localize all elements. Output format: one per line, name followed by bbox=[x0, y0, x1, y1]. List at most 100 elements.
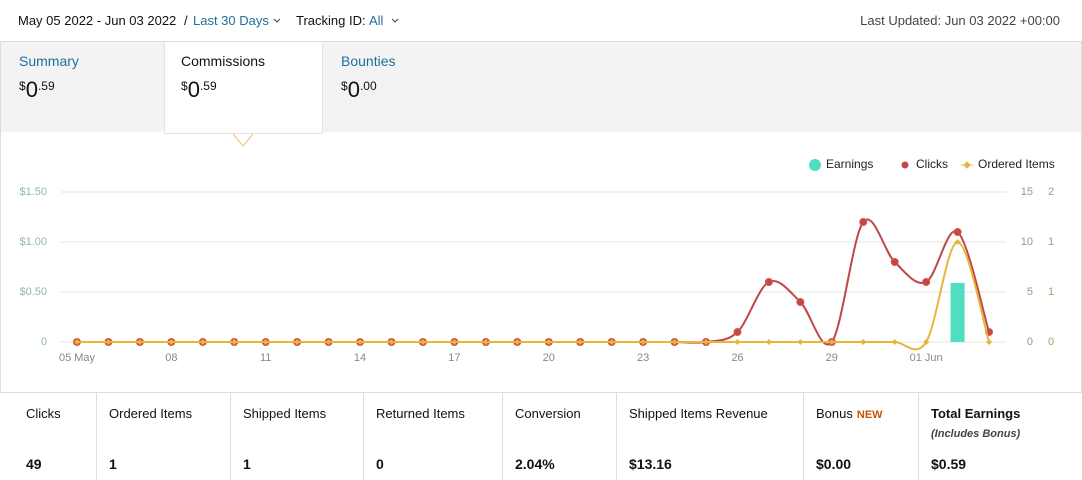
point bbox=[764, 278, 773, 286]
y3-tick-label: 0 bbox=[1048, 336, 1054, 348]
x-tick-label: 05 May bbox=[59, 352, 96, 364]
legend-swatch bbox=[961, 161, 973, 169]
point bbox=[922, 278, 931, 286]
point bbox=[828, 339, 835, 345]
x-tick-label: 23 bbox=[637, 352, 649, 364]
y-tick-label: $0.50 bbox=[19, 286, 47, 298]
y-tick-label: 0 bbox=[41, 336, 47, 348]
stat-label-row: Shipped Items Revenue bbox=[629, 406, 791, 421]
point bbox=[74, 339, 80, 345]
point bbox=[671, 339, 678, 345]
stat-value: 49 bbox=[26, 456, 42, 472]
stat-label: Ordered Items bbox=[109, 406, 193, 421]
x-tick-label: 14 bbox=[354, 352, 366, 364]
legend-label: Clicks bbox=[916, 157, 948, 171]
y3-tick-label: 1 bbox=[1048, 236, 1054, 248]
whole: 0 bbox=[25, 77, 38, 102]
cents: .59 bbox=[199, 79, 217, 93]
point bbox=[765, 339, 772, 345]
y-tick-label: $1.50 bbox=[19, 186, 47, 198]
point bbox=[796, 298, 805, 306]
y3-tick-label: 2 bbox=[1048, 186, 1054, 198]
stat-value: 0 bbox=[376, 456, 384, 472]
stat-value: 2.04% bbox=[515, 456, 555, 472]
point bbox=[733, 328, 742, 336]
last-updated: Last Updated: Jun 03 2022 +00:00 bbox=[860, 13, 1060, 28]
point bbox=[482, 339, 489, 345]
cents: .00 bbox=[359, 79, 377, 93]
tab-name[interactable]: Bounties bbox=[341, 53, 396, 69]
point bbox=[231, 339, 238, 345]
tab-amount: $0.59 bbox=[181, 77, 306, 103]
separator: / bbox=[184, 13, 188, 28]
point bbox=[325, 339, 332, 345]
stat-label-row: Bonus NEW bbox=[816, 406, 906, 421]
stat-label-row: Ordered Items bbox=[109, 406, 218, 421]
point bbox=[294, 339, 301, 345]
tab-name[interactable]: Commissions bbox=[181, 53, 266, 69]
range-link[interactable]: Last 30 Days bbox=[193, 13, 269, 28]
point bbox=[986, 339, 993, 345]
point bbox=[577, 339, 584, 345]
stat-label: Total Earnings bbox=[931, 406, 1021, 421]
bar bbox=[950, 283, 965, 342]
cents: .59 bbox=[37, 79, 55, 93]
currency: $ bbox=[341, 79, 348, 93]
dropdown-caret[interactable] bbox=[390, 16, 400, 26]
stat-note-row: (Includes Bonus) bbox=[931, 425, 1070, 440]
badge: NEW bbox=[856, 409, 883, 421]
stat-label-row: Conversion bbox=[515, 406, 604, 421]
tab-name[interactable]: Summary bbox=[19, 53, 79, 69]
stat-value: $0.59 bbox=[931, 456, 967, 472]
stat-label: Bonus bbox=[816, 406, 853, 421]
header-bar: May 05 2022 - Jun 03 2022 / Last 30 Days… bbox=[0, 0, 1082, 42]
dropdown-caret[interactable] bbox=[272, 16, 282, 26]
x-tick-label: 11 bbox=[260, 352, 271, 364]
point bbox=[640, 339, 647, 345]
point bbox=[890, 258, 899, 266]
stat-note: (Includes Bonus) bbox=[931, 428, 1021, 440]
tab-active[interactable]: Commissions $0.59 bbox=[164, 42, 323, 134]
point bbox=[105, 339, 112, 345]
point bbox=[357, 339, 364, 345]
stat-cell: Conversion 2.04% bbox=[503, 393, 617, 480]
tab[interactable]: Summary $0.59 bbox=[3, 42, 163, 134]
point bbox=[608, 339, 615, 345]
tab-pointer bbox=[232, 133, 254, 147]
y3-tick-label: 1 bbox=[1048, 286, 1054, 298]
stat-cell: Ordered Items 1 bbox=[97, 393, 231, 480]
tracking-value[interactable]: All bbox=[369, 13, 384, 28]
point bbox=[388, 339, 395, 345]
point bbox=[451, 339, 458, 345]
point bbox=[954, 239, 961, 245]
currency: $ bbox=[181, 79, 188, 93]
x-tick-label: 26 bbox=[731, 352, 743, 364]
stat-label-row: Shipped Items bbox=[243, 406, 351, 421]
stat-label: Shipped Items bbox=[243, 406, 327, 421]
tracking-label: Tracking ID: bbox=[296, 13, 366, 28]
stat-value: $0.00 bbox=[816, 456, 852, 472]
tab[interactable]: Bounties $0.00 bbox=[325, 42, 485, 134]
stat-cell: Total Earnings (Includes Bonus) $0.59 bbox=[919, 393, 1082, 480]
y2-tick-label: 15 bbox=[1021, 186, 1033, 198]
point bbox=[514, 339, 521, 345]
point bbox=[923, 339, 930, 345]
stat-cell: Shipped Items 1 bbox=[231, 393, 364, 480]
y2-tick-label: 0 bbox=[1027, 336, 1033, 348]
x-tick-label: 17 bbox=[448, 352, 460, 364]
stat-value: 1 bbox=[109, 456, 117, 472]
legend-swatch bbox=[901, 161, 909, 169]
x-tick-label: 01 Jun bbox=[910, 352, 943, 364]
point bbox=[860, 339, 867, 345]
x-tick-label: 08 bbox=[165, 352, 177, 364]
whole: 0 bbox=[187, 77, 200, 102]
series-line bbox=[76, 218, 991, 346]
point bbox=[797, 339, 804, 345]
point bbox=[953, 228, 962, 236]
point bbox=[136, 339, 143, 345]
currency: $ bbox=[19, 79, 26, 93]
stat-value: $13.16 bbox=[629, 456, 672, 472]
point bbox=[859, 218, 868, 226]
